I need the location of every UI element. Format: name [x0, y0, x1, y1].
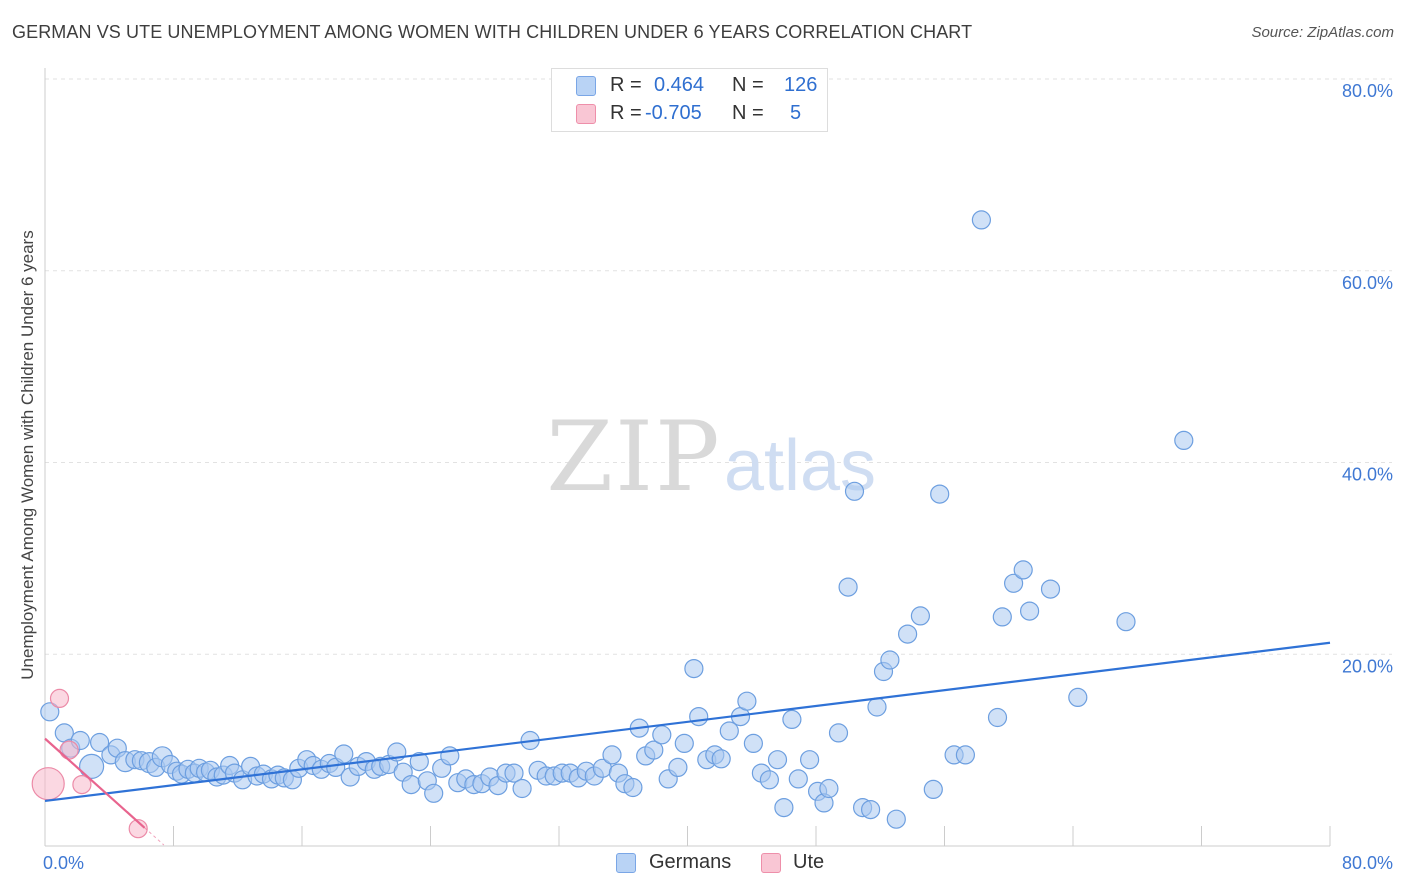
germans-point — [782, 709, 802, 730]
ute-legend-label: Ute — [793, 851, 825, 873]
germans-point — [668, 757, 688, 778]
ute-point — [59, 740, 79, 760]
source-label: Source: ZipAtlas.com — [1251, 24, 1394, 41]
ute-point — [128, 819, 148, 839]
ute-point — [72, 774, 92, 795]
germans-point — [955, 745, 976, 765]
watermark-zip: ZIP — [546, 401, 721, 513]
germans-point — [992, 607, 1012, 627]
legend-row-ute: R = -0.705 N = 5 — [552, 100, 827, 128]
germans-point — [1068, 687, 1088, 708]
germans-point — [684, 658, 704, 679]
germans-point — [880, 650, 900, 670]
r-value: 0.464 — [654, 74, 705, 96]
germans-point — [828, 723, 849, 743]
chart-title: GERMAN VS UTE UNEMPLOYMENT AMONG WOMEN W… — [12, 22, 973, 42]
y-tick-label: 80.0% — [1342, 81, 1393, 101]
germans-point — [923, 779, 943, 800]
germans-point — [743, 733, 764, 754]
germans-trend-line — [44, 641, 1331, 803]
germans-point — [930, 484, 950, 504]
x-tick-label: 80.0% — [1342, 853, 1393, 873]
germans-point — [971, 210, 992, 230]
watermark: ZIP atlas — [546, 401, 876, 513]
x-tick-label: 0.0% — [43, 853, 84, 873]
germans-point — [1019, 601, 1040, 621]
germans-point — [1116, 612, 1136, 632]
germans-point — [910, 606, 931, 626]
germans-point — [623, 777, 643, 798]
y-tick-label: 60.0% — [1342, 273, 1393, 293]
germans-point — [711, 749, 731, 769]
n-label: N = — [732, 74, 764, 96]
germans-point — [424, 783, 444, 803]
ute-point — [31, 767, 65, 801]
germans-point — [401, 774, 421, 795]
germans-point — [644, 740, 664, 760]
germans-point — [1174, 430, 1194, 450]
germans-point — [689, 706, 709, 727]
germans-point — [504, 763, 524, 783]
germans-point — [774, 797, 794, 818]
germans-legend-swatch — [616, 853, 636, 873]
grid-layer — [45, 78, 1392, 655]
n-value: 5 — [790, 102, 802, 124]
germans-point — [759, 770, 780, 790]
germans-point — [719, 721, 739, 741]
tick-label-layer: 20.0% 40.0% 60.0% 80.0% 0.0% 80.0% — [43, 81, 1393, 873]
points-layer — [31, 210, 1194, 839]
r-label: R = — [610, 102, 642, 124]
germans-point — [844, 481, 865, 501]
germans-point — [737, 691, 757, 711]
germans-point — [1003, 573, 1024, 593]
r-value: -0.705 — [645, 102, 702, 124]
germans-point — [409, 751, 429, 772]
trend-layer — [44, 641, 1331, 846]
germans-point — [867, 697, 887, 717]
r-label: R = — [610, 74, 642, 96]
germans-point — [767, 750, 788, 770]
legend-row-germans: R = 0.464 N = 126 — [552, 72, 827, 100]
germans-point — [987, 707, 1008, 728]
germans-point — [334, 744, 354, 764]
germans-point — [602, 745, 622, 765]
stats-legend: R = 0.464 N = 126 R = -0.705 N = 5 — [551, 68, 828, 132]
germans-point — [897, 624, 918, 644]
germans-point — [788, 769, 808, 789]
ute-swatch — [576, 104, 596, 124]
germans-point — [78, 753, 105, 780]
germans-point — [89, 732, 110, 753]
germans-point — [1013, 560, 1033, 580]
germans-point — [1040, 579, 1061, 599]
germans-point — [652, 725, 672, 745]
germans-point — [799, 750, 820, 770]
germans-legend-label: Germans — [649, 851, 732, 873]
germans-point — [838, 577, 858, 597]
germans-point — [886, 809, 906, 829]
y-tick-label: 20.0% — [1342, 656, 1393, 676]
series-legend: Germans Ute — [0, 851, 1406, 877]
ute-legend-swatch — [761, 853, 781, 873]
germans-point — [860, 799, 881, 820]
ute-trend-extension — [144, 827, 165, 846]
ute-trend-line — [44, 737, 146, 829]
ute-point — [49, 688, 70, 709]
germans-point — [512, 778, 532, 799]
germans-point — [819, 778, 839, 799]
n-label: N = — [732, 102, 764, 124]
n-value: 126 — [784, 74, 818, 96]
germans-point — [40, 702, 60, 722]
y-tick-label: 40.0% — [1342, 465, 1393, 485]
germans-point — [674, 733, 694, 754]
germans-swatch — [576, 76, 596, 96]
